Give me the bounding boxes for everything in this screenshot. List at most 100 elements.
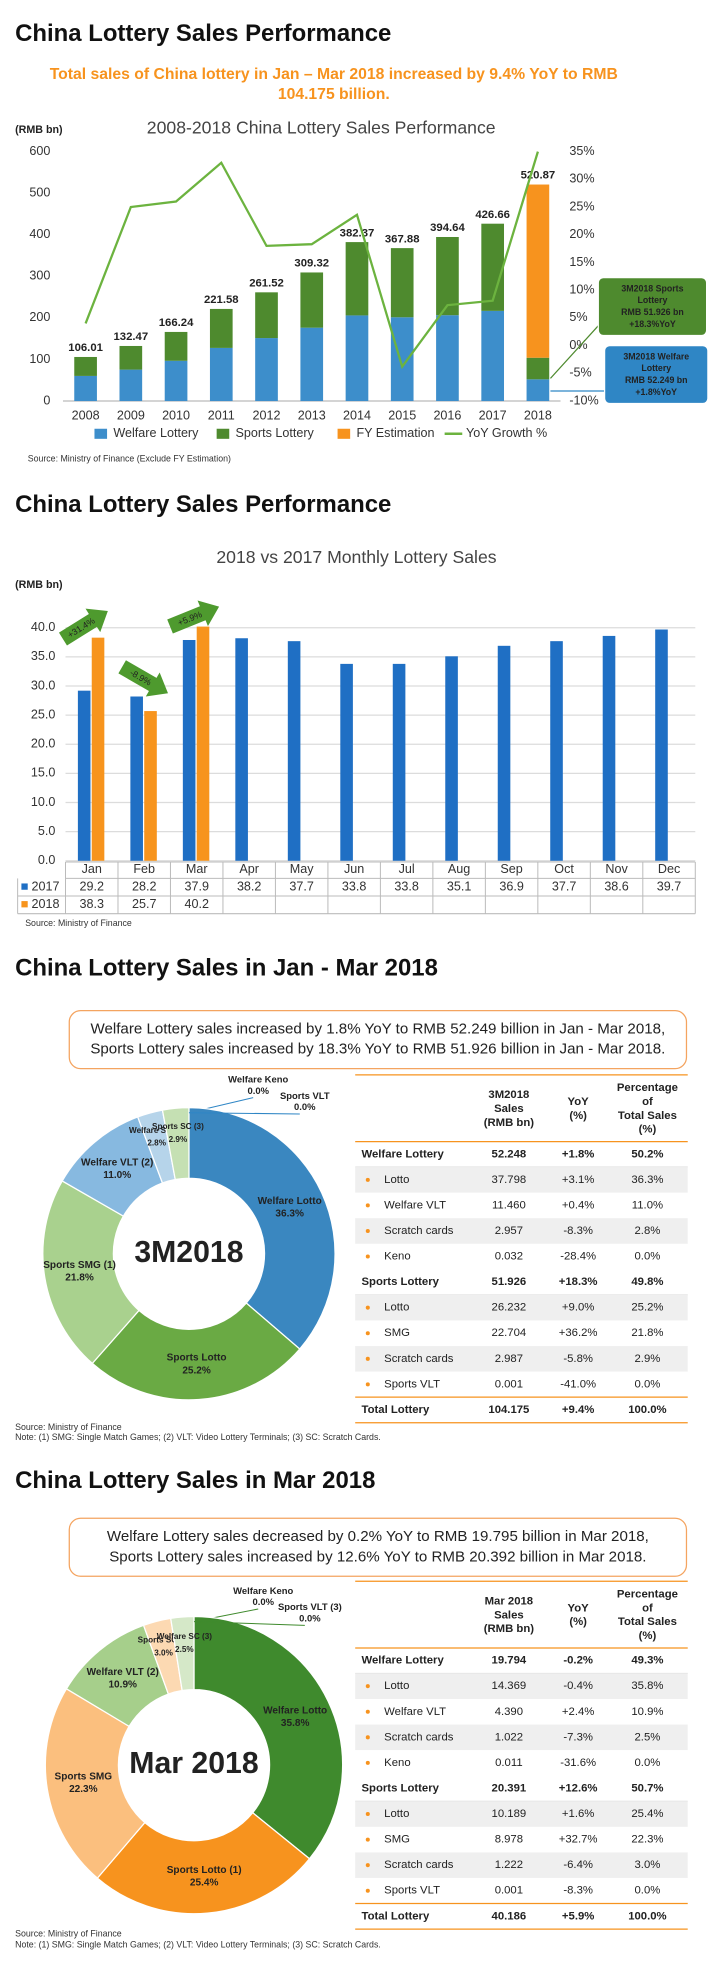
x-tick-label: Oct: [554, 862, 574, 876]
table-cell: 25.2%: [631, 1302, 663, 1314]
table-cell: SMG: [384, 1834, 410, 1846]
table-value: 29.2: [79, 880, 103, 894]
row-shade: [355, 1673, 688, 1699]
total-label: 132.47: [113, 331, 148, 343]
y-tick-label: 200: [29, 310, 50, 324]
table-value: 38.3: [79, 897, 103, 911]
table-cell: +1.6%: [562, 1808, 594, 1820]
slice-value: 11.0%: [103, 1170, 131, 1181]
x-tick-label: Sep: [500, 862, 522, 876]
bullet: [365, 1812, 370, 1817]
slice-value: 36.3%: [275, 1208, 304, 1219]
arrow-shape: [58, 608, 108, 646]
table-cell: 21.8%: [631, 1327, 663, 1339]
table-header: (%): [639, 1630, 657, 1642]
table-cell: -28.4%: [560, 1251, 596, 1263]
slice-value: 2.5%: [175, 1645, 194, 1654]
table-cell: 100.0%: [628, 1910, 666, 1922]
table-cell: 8.978: [495, 1834, 523, 1846]
row-shade: [355, 1801, 688, 1827]
source: Source: Ministry of Finance (Exclude FY …: [28, 453, 231, 463]
table-cell: -0.2%: [563, 1655, 593, 1667]
source: Source: Ministry of Finance: [15, 1928, 122, 1938]
table-header: (RMB bn): [484, 1117, 535, 1129]
y-tick-label: 0.0: [38, 853, 56, 867]
table-cell: +1.8%: [562, 1148, 594, 1160]
table-cell: 1.222: [495, 1859, 523, 1871]
legend-swatch: [216, 428, 230, 439]
y2-tick-label: 25%: [569, 199, 594, 213]
table-cell: 0.001: [495, 1885, 523, 1897]
donut-slice: [188, 1107, 336, 1350]
table-value: 40.2: [184, 897, 208, 911]
table-cell: +36.2%: [559, 1327, 598, 1339]
table-cell: Welfare VLT: [384, 1706, 446, 1718]
bar: [655, 629, 668, 861]
table-cell: 2.957: [495, 1225, 523, 1237]
table-header: Mar 2018: [485, 1595, 533, 1607]
donut-slice: [91, 1302, 301, 1401]
table-cell: -0.4%: [563, 1680, 593, 1692]
table-cell: -7.3%: [563, 1731, 593, 1743]
table-value: 37.7: [552, 880, 576, 894]
row-shade: [355, 1218, 688, 1244]
x-tick-label: 2012: [253, 408, 281, 422]
bullet: [365, 1709, 370, 1714]
x-tick-label: Jun: [344, 862, 364, 876]
subtitle: Total sales of China lottery in Jan – Ma…: [50, 66, 618, 83]
table-cell: -5.8%: [563, 1353, 593, 1365]
x-tick-label: 2008: [72, 408, 100, 422]
callout-text: Sports Lottery sales increased by 18.3% …: [90, 1041, 665, 1058]
table-cell: +9.4%: [562, 1404, 594, 1416]
bar-segment: [164, 360, 188, 402]
callout-text: RMB 52.249 bn: [625, 375, 688, 385]
slice-value: 25.2%: [182, 1365, 211, 1376]
legend-swatch: [21, 901, 28, 908]
y2-tick-label: 30%: [569, 172, 594, 186]
table-cell: 19.794: [492, 1655, 527, 1667]
table-header: of: [642, 1096, 653, 1108]
bar: [77, 690, 91, 861]
slice-label: Sports VLT: [280, 1091, 330, 1102]
y-tick-label: 5.0: [38, 824, 56, 838]
table-cell: +0.4%: [562, 1199, 594, 1211]
legend-swatch: [337, 428, 351, 439]
arrow-shape: [167, 600, 220, 634]
table-cell: -31.6%: [560, 1757, 596, 1769]
bullet: [365, 1254, 370, 1259]
bar-segment: [209, 347, 233, 402]
table-cell: 100.0%: [628, 1404, 666, 1416]
y2-tick-label: 15%: [569, 255, 594, 269]
donut-center-label: 3M2018: [134, 1236, 243, 1269]
slice-value: 22.3%: [69, 1784, 98, 1795]
callout-text: Sports Lottery sales increased by 12.6% …: [109, 1548, 646, 1565]
slice-label: Sports SMG (1): [43, 1260, 116, 1271]
axis-label: (RMB bn): [15, 579, 63, 591]
y2-tick-label: 0%: [569, 338, 587, 352]
bar: [392, 663, 406, 861]
table-header: Percentage: [617, 1082, 678, 1094]
bullet: [365, 1305, 370, 1310]
bullet: [365, 1356, 370, 1361]
table-cell: Scratch cards: [384, 1731, 454, 1743]
section-heading: China Lottery Sales in Jan - Mar 2018: [15, 954, 438, 981]
growth-arrow: -8.9%: [118, 660, 168, 697]
callout-text: +1.8%YoY: [635, 387, 677, 397]
table-cell: Lotto: [384, 1808, 409, 1820]
donut-slice: [161, 1107, 190, 1181]
row-shade: [355, 1167, 688, 1193]
x-tick-label: Nov: [605, 862, 628, 876]
table-cell: Lotto: [384, 1680, 409, 1692]
bar: [130, 696, 143, 861]
table-cell: 11.0%: [632, 1199, 663, 1211]
bar-segment: [255, 292, 278, 339]
x-tick-label: Feb: [133, 862, 155, 876]
x-tick-label: Jan: [82, 862, 102, 876]
donut-slice: [44, 1687, 146, 1879]
total-label: 426.66: [475, 209, 510, 221]
table-cell: 2.8%: [635, 1225, 661, 1237]
table-header: (%): [639, 1124, 657, 1136]
row-shade: [355, 1346, 688, 1372]
bullet: [365, 1888, 370, 1893]
y-tick-label: 600: [29, 144, 50, 158]
